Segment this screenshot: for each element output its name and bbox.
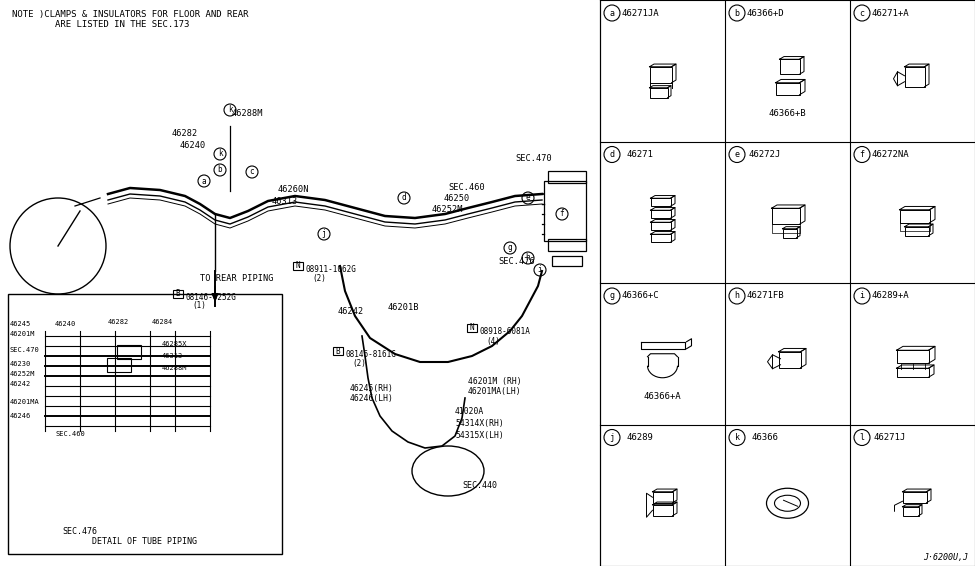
Bar: [8, 294, 282, 554]
Text: (4): (4): [486, 337, 500, 346]
Text: 41020A: 41020A: [455, 407, 485, 416]
Text: SEC.460: SEC.460: [55, 431, 85, 437]
Text: TO REAR PIPING: TO REAR PIPING: [200, 274, 274, 283]
Text: 08146-6252G: 08146-6252G: [186, 293, 237, 302]
Text: NOTE )CLAMPS & INSULATORS FOR FLOOR AND REAR: NOTE )CLAMPS & INSULATORS FOR FLOOR AND …: [12, 10, 249, 19]
Text: 46366: 46366: [752, 433, 778, 442]
Text: 46201MA(LH): 46201MA(LH): [468, 387, 522, 396]
Text: d: d: [402, 194, 407, 203]
Text: 54314X(RH): 54314X(RH): [455, 419, 504, 428]
Text: a: a: [202, 177, 207, 186]
Text: 46271J: 46271J: [874, 433, 906, 442]
Bar: [548, 171, 586, 183]
Text: N: N: [295, 261, 300, 271]
Text: 46246: 46246: [10, 413, 31, 419]
Text: 46366+B: 46366+B: [768, 109, 806, 118]
Text: c: c: [250, 168, 254, 177]
Text: 46288M: 46288M: [162, 365, 187, 371]
Text: 46288M: 46288M: [232, 109, 263, 118]
Text: 46230: 46230: [10, 361, 31, 367]
Text: 46201M (RH): 46201M (RH): [468, 377, 522, 386]
Text: h: h: [734, 291, 739, 301]
Text: SEC.476: SEC.476: [62, 527, 97, 536]
Text: 46284: 46284: [152, 319, 174, 325]
Text: 46240: 46240: [55, 321, 76, 327]
Text: 46313: 46313: [162, 353, 183, 359]
Text: 46289: 46289: [627, 433, 653, 442]
Text: 46272NA: 46272NA: [872, 150, 909, 159]
Text: (2): (2): [352, 359, 366, 368]
Text: ARE LISTED IN THE SEC.173: ARE LISTED IN THE SEC.173: [12, 20, 189, 29]
Text: b: b: [217, 165, 222, 174]
Text: k: k: [217, 149, 222, 158]
Text: 46240: 46240: [180, 141, 207, 150]
Text: 46366+C: 46366+C: [621, 291, 659, 301]
Text: 46242: 46242: [10, 381, 31, 387]
Text: f: f: [860, 150, 865, 159]
Text: 46201MA: 46201MA: [10, 399, 40, 405]
Text: SEC.460: SEC.460: [448, 183, 485, 192]
Text: J·6200U,J: J·6200U,J: [923, 553, 968, 562]
Text: B: B: [335, 346, 340, 355]
Bar: [548, 239, 586, 251]
Text: 46271: 46271: [627, 150, 653, 159]
Text: N: N: [470, 324, 474, 332]
Text: SEC.470: SEC.470: [10, 347, 40, 353]
Text: 46245(RH): 46245(RH): [350, 384, 394, 393]
Text: 46289+A: 46289+A: [872, 291, 909, 301]
Text: l: l: [860, 433, 865, 442]
Text: SEC.470: SEC.470: [515, 154, 552, 163]
Text: f: f: [560, 209, 565, 218]
Text: 46366+A: 46366+A: [644, 392, 682, 401]
Text: 08911-1062G: 08911-1062G: [306, 265, 357, 274]
Text: 46271JA: 46271JA: [621, 8, 659, 18]
Text: (2): (2): [312, 274, 326, 283]
Text: 46246(LH): 46246(LH): [350, 394, 394, 403]
Text: 46252M: 46252M: [432, 205, 463, 214]
Text: j: j: [322, 229, 327, 238]
Text: 46271+A: 46271+A: [872, 8, 909, 18]
Text: e: e: [526, 194, 530, 203]
Text: 46260N: 46260N: [278, 185, 309, 194]
Text: 46245: 46245: [10, 321, 31, 327]
Text: B: B: [176, 289, 180, 298]
Text: i: i: [860, 291, 865, 301]
Text: SEC.440: SEC.440: [462, 481, 497, 490]
Text: 46250: 46250: [444, 194, 470, 203]
Text: a: a: [609, 8, 614, 18]
Text: 46366+D: 46366+D: [746, 8, 784, 18]
Text: 46272J: 46272J: [749, 150, 781, 159]
Text: (1): (1): [192, 301, 206, 310]
Text: 46282: 46282: [172, 129, 198, 138]
Text: 46252M: 46252M: [10, 371, 35, 377]
Text: g: g: [508, 243, 512, 252]
Text: g: g: [609, 291, 614, 301]
Text: 46242: 46242: [338, 307, 365, 316]
Text: e: e: [734, 150, 739, 159]
Text: 46285X: 46285X: [162, 341, 187, 347]
Text: DETAIL OF TUBE PIPING: DETAIL OF TUBE PIPING: [93, 537, 198, 546]
Text: 46201M: 46201M: [10, 331, 35, 337]
Text: c: c: [860, 8, 865, 18]
Bar: [544, 181, 586, 241]
Text: 46282: 46282: [108, 319, 130, 325]
Text: k: k: [734, 433, 739, 442]
Text: SEC.476: SEC.476: [498, 257, 534, 266]
Bar: [552, 256, 582, 266]
Text: 46271FB: 46271FB: [746, 291, 784, 301]
Text: k: k: [228, 105, 232, 114]
Text: 08146-8161G: 08146-8161G: [345, 350, 396, 359]
Text: b: b: [734, 8, 739, 18]
Text: i: i: [537, 265, 542, 275]
Text: 46201B: 46201B: [388, 303, 419, 312]
Text: 08918-6081A: 08918-6081A: [480, 327, 530, 336]
Text: j: j: [609, 433, 614, 442]
Text: h: h: [526, 254, 530, 263]
Text: 54315X(LH): 54315X(LH): [455, 431, 504, 440]
Text: 46313: 46313: [272, 197, 298, 206]
Text: d: d: [609, 150, 614, 159]
